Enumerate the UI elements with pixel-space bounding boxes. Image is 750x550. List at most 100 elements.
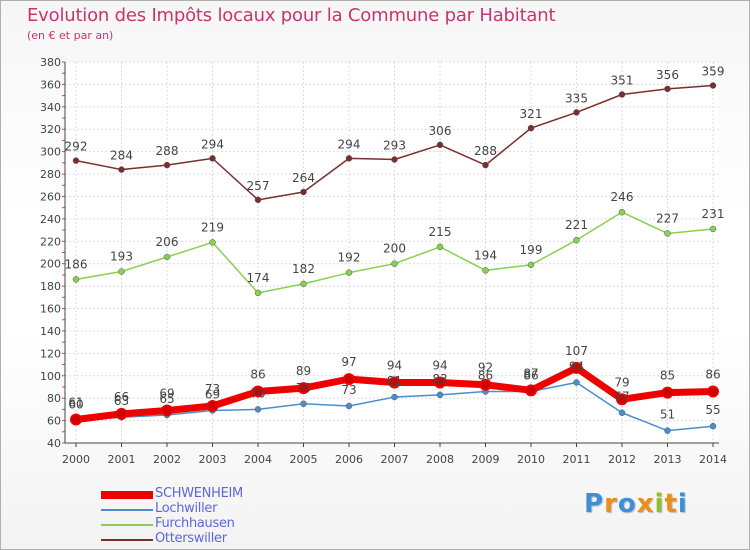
y-tick-label-380: 380 xyxy=(40,56,61,69)
data-label-otterswiller-2004: 257 xyxy=(247,179,270,193)
data-point-otterswiller-2002 xyxy=(163,161,171,169)
legend-swatch-furchhausen xyxy=(101,524,153,526)
data-label-otterswiller-2012: 351 xyxy=(611,73,634,87)
data-point-otterswiller-2013 xyxy=(664,85,671,93)
legend-label-furchhausen: Furchhausen xyxy=(155,516,235,531)
data-point-schwenheim-2014 xyxy=(707,385,719,398)
x-tick-label-2001: 2001 xyxy=(108,453,136,466)
data-point-otterswiller-2006 xyxy=(345,155,353,162)
data-label-furchhausen-2001: 193 xyxy=(110,250,133,264)
data-label-schwenheim-2000: 61 xyxy=(68,395,83,409)
data-label-lochwiller-2011: 94 xyxy=(569,359,584,373)
data-label-lochwiller-2003: 69 xyxy=(205,388,220,402)
data-point-furchhausen-2001 xyxy=(118,268,125,275)
data-point-lochwiller-2008 xyxy=(436,391,444,399)
data-label-lochwiller-2005: 75 xyxy=(296,381,311,395)
data-label-lochwiller-2012: 67 xyxy=(614,390,629,404)
y-tick-label-200: 200 xyxy=(40,258,61,271)
data-point-lochwiller-2007 xyxy=(391,393,398,401)
data-point-furchhausen-2007 xyxy=(391,260,398,267)
y-tick-label-280: 280 xyxy=(40,168,61,181)
data-label-lochwiller-2006: 73 xyxy=(341,383,356,397)
data-label-furchhausen-2013: 227 xyxy=(656,211,679,225)
x-tick-label-2012: 2012 xyxy=(608,453,636,466)
data-point-lochwiller-2013 xyxy=(664,427,671,434)
legend-swatch-lochwiller xyxy=(101,509,153,511)
y-tick-label-100: 100 xyxy=(40,370,61,383)
data-label-schwenheim-2006: 97 xyxy=(341,355,356,369)
data-label-schwenheim-2007: 94 xyxy=(387,358,402,372)
data-point-otterswiller-2000 xyxy=(72,157,80,164)
y-tick-label-180: 180 xyxy=(40,280,61,293)
proxiti-logo: Proxiti xyxy=(584,489,688,519)
data-label-otterswiller-2003: 294 xyxy=(201,137,224,151)
data-label-lochwiller-2000: 60 xyxy=(68,398,83,412)
data-label-schwenheim-2010: 87 xyxy=(523,366,538,380)
data-label-lochwiller-2009: 86 xyxy=(478,368,493,382)
data-point-schwenheim-2011 xyxy=(570,361,583,374)
data-point-furchhausen-2009 xyxy=(482,267,489,274)
data-point-furchhausen-2006 xyxy=(345,269,353,276)
data-point-otterswiller-2009 xyxy=(482,161,489,169)
data-point-furchhausen-2004 xyxy=(254,289,262,297)
data-label-otterswiller-2002: 288 xyxy=(156,144,179,158)
data-point-furchhausen-2002 xyxy=(163,253,171,261)
data-label-otterswiller-2005: 264 xyxy=(292,171,315,185)
y-tick-label-60: 60 xyxy=(47,415,61,428)
data-point-furchhausen-2005 xyxy=(300,280,307,288)
data-point-lochwiller-2005 xyxy=(300,400,307,408)
data-point-schwenheim-2002 xyxy=(161,404,173,417)
logo-letter: o xyxy=(617,489,637,519)
data-label-otterswiller-2006: 294 xyxy=(338,137,361,151)
x-tick-label-2004: 2004 xyxy=(244,453,272,466)
data-label-otterswiller-2011: 335 xyxy=(565,91,588,105)
data-point-furchhausen-2008 xyxy=(436,243,444,251)
legend-swatch-schwenheim xyxy=(101,491,153,499)
logo-letter: r xyxy=(604,489,618,519)
data-label-otterswiller-2013: 356 xyxy=(656,68,679,82)
logo-letter: i xyxy=(654,489,665,519)
data-point-schwenheim-2012 xyxy=(616,393,628,406)
data-point-schwenheim-2004 xyxy=(252,385,264,398)
data-label-schwenheim-2013: 85 xyxy=(660,369,675,383)
data-label-otterswiller-2010: 321 xyxy=(520,107,543,121)
chart-subtitle: (en € et par an) xyxy=(27,29,114,42)
data-label-schwenheim-2012: 79 xyxy=(614,375,629,389)
y-tick-label-120: 120 xyxy=(40,347,61,360)
data-label-furchhausen-2010: 199 xyxy=(520,243,543,257)
data-point-lochwiller-2011 xyxy=(573,379,580,386)
data-point-otterswiller-2004 xyxy=(254,196,262,204)
x-tick-label-2007: 2007 xyxy=(381,453,409,466)
data-point-furchhausen-2013 xyxy=(664,230,671,237)
data-label-schwenheim-2005: 89 xyxy=(296,364,311,378)
x-tick-label-2009: 2009 xyxy=(472,453,500,466)
logo-letter: P xyxy=(584,489,605,519)
y-tick-label-80: 80 xyxy=(47,392,61,405)
y-tick-label-240: 240 xyxy=(40,213,61,226)
data-label-otterswiller-2000: 292 xyxy=(65,140,88,154)
data-point-otterswiller-2001 xyxy=(118,166,125,173)
data-point-lochwiller-2012 xyxy=(618,409,626,416)
data-label-lochwiller-2010: 86 xyxy=(523,368,538,382)
data-label-schwenheim-2001: 66 xyxy=(114,390,129,404)
legend-swatch-otterswiller xyxy=(101,539,153,541)
data-label-otterswiller-2001: 284 xyxy=(110,149,133,163)
y-tick-label-160: 160 xyxy=(40,303,61,316)
x-tick-label-2013: 2013 xyxy=(654,453,682,466)
x-tick-label-2011: 2011 xyxy=(563,453,591,466)
logo-letter: t xyxy=(664,489,678,519)
data-point-otterswiller-2008 xyxy=(436,141,444,149)
data-point-schwenheim-2013 xyxy=(661,386,674,399)
data-point-furchhausen-2000 xyxy=(72,276,80,283)
data-label-lochwiller-2001: 63 xyxy=(114,394,129,408)
data-point-schwenheim-2008 xyxy=(434,376,446,389)
x-tick-label-2000: 2000 xyxy=(62,453,90,466)
y-tick-label-300: 300 xyxy=(40,146,61,159)
y-tick-label-220: 220 xyxy=(40,235,61,248)
data-label-schwenheim-2011: 107 xyxy=(565,344,588,358)
data-point-lochwiller-2006 xyxy=(345,402,353,410)
data-point-furchhausen-2011 xyxy=(573,236,580,244)
data-point-otterswiller-2010 xyxy=(527,124,535,132)
